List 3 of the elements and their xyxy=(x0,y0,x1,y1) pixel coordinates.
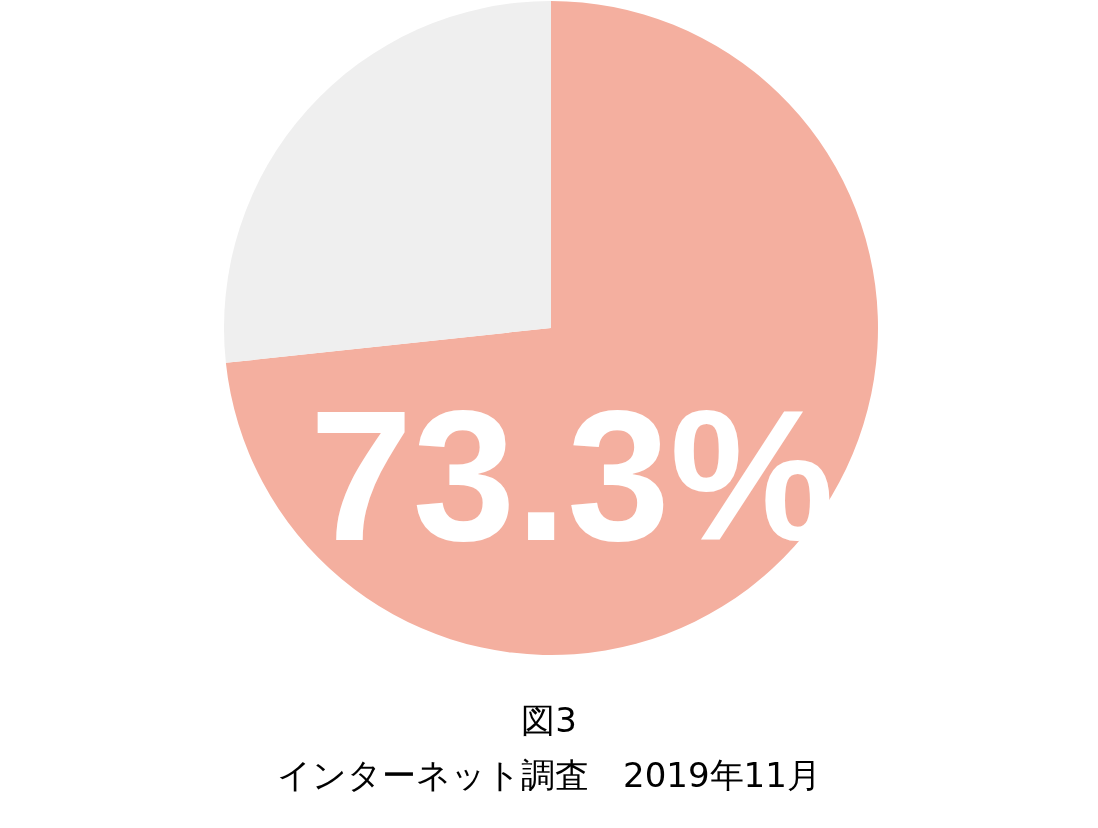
data-label: 73.3% xyxy=(309,373,835,579)
caption: 図3 xyxy=(521,700,577,740)
text: インターネット調査 2019年11月 xyxy=(277,755,821,795)
